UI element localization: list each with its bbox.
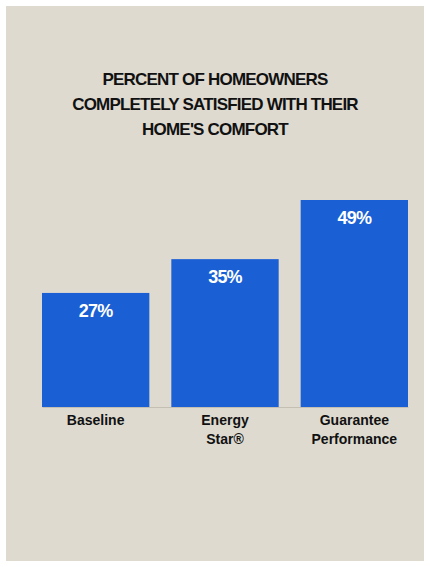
axis-line xyxy=(43,407,409,408)
background xyxy=(6,6,424,561)
bar xyxy=(42,293,149,407)
x-axis: Baseline EnergyStar® GuaranteePerformance xyxy=(43,407,409,447)
tick: EnergyStar® xyxy=(201,407,249,447)
bar xyxy=(301,200,408,407)
data-labels: 27% 35% 49% xyxy=(79,208,372,321)
tick: GuaranteePerformance xyxy=(312,407,398,447)
data-label: 27% xyxy=(79,301,113,321)
data-label: 35% xyxy=(208,267,242,287)
data-label: 49% xyxy=(338,208,372,228)
bar xyxy=(171,259,278,407)
tick-label: EnergyStar® xyxy=(201,412,249,447)
bars xyxy=(42,200,408,407)
title: PERCENT OF HOMEOWNERSCOMPLETELY SATISFIE… xyxy=(72,70,358,139)
tick-label: Baseline xyxy=(67,412,125,428)
tick: Baseline xyxy=(67,407,125,428)
tick-label: GuaranteePerformance xyxy=(312,412,398,447)
chart: PERCENT OF HOMEOWNERSCOMPLETELY SATISFIE… xyxy=(0,0,430,567)
